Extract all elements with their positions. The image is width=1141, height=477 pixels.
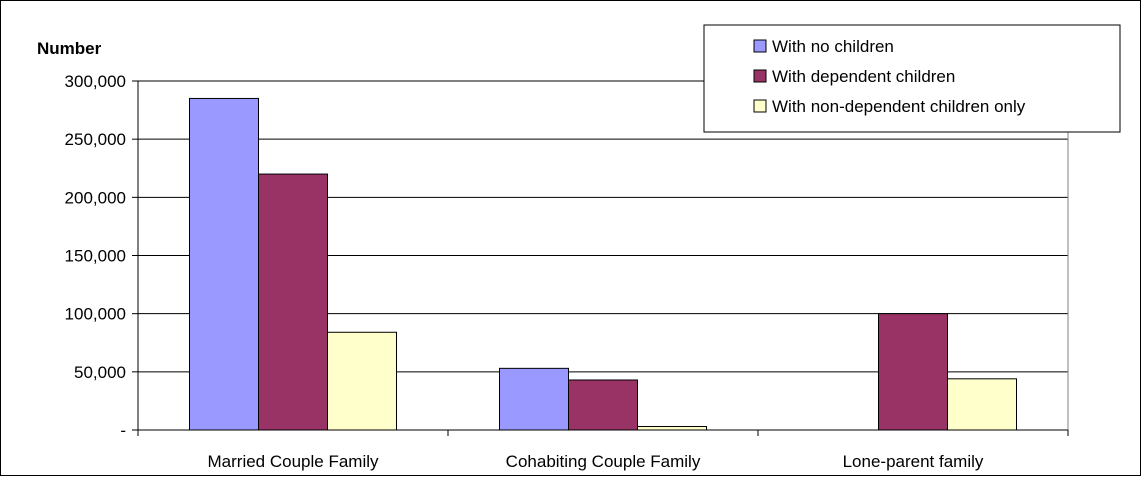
legend-swatch: [753, 99, 767, 113]
y-tick-label: 250,000: [65, 130, 126, 149]
y-axis-label: Number: [37, 39, 102, 58]
y-tick-label: 50,000: [74, 363, 126, 382]
legend-swatch: [753, 39, 767, 53]
bar: [189, 97, 259, 431]
x-category-label: Cohabiting Couple Family: [506, 452, 701, 471]
x-category-label: Married Couple Family: [208, 452, 379, 471]
y-tick-label: 300,000: [65, 72, 126, 91]
legend: With no children With dependent children W…: [703, 24, 1121, 133]
bar: [258, 173, 328, 431]
legend-label: With non-dependent children only: [772, 97, 1026, 116]
x-axis-categories: Married Couple Family Cohabiting Couple F…: [137, 430, 1069, 471]
bar: [568, 379, 638, 431]
y-tick-label: 150,000: [65, 247, 126, 266]
bar: [878, 313, 948, 431]
bars: [189, 97, 1017, 431]
bar: [637, 426, 707, 431]
bar: [327, 331, 397, 431]
legend-label: With no children: [772, 37, 894, 56]
bar: [499, 367, 569, 431]
y-tick-label: -: [120, 421, 126, 440]
legend-swatch: [753, 69, 767, 83]
y-tick-label: 100,000: [65, 305, 126, 324]
y-tick-label: 200,000: [65, 188, 126, 207]
legend-label: With dependent children: [772, 67, 955, 86]
x-category-label: Lone-parent family: [843, 452, 984, 471]
y-axis-ticks: - 50,000 100,000 150,000 200,000 250,000 300,0…: [65, 72, 138, 440]
bar: [947, 378, 1017, 431]
legend-box: [703, 24, 1121, 133]
